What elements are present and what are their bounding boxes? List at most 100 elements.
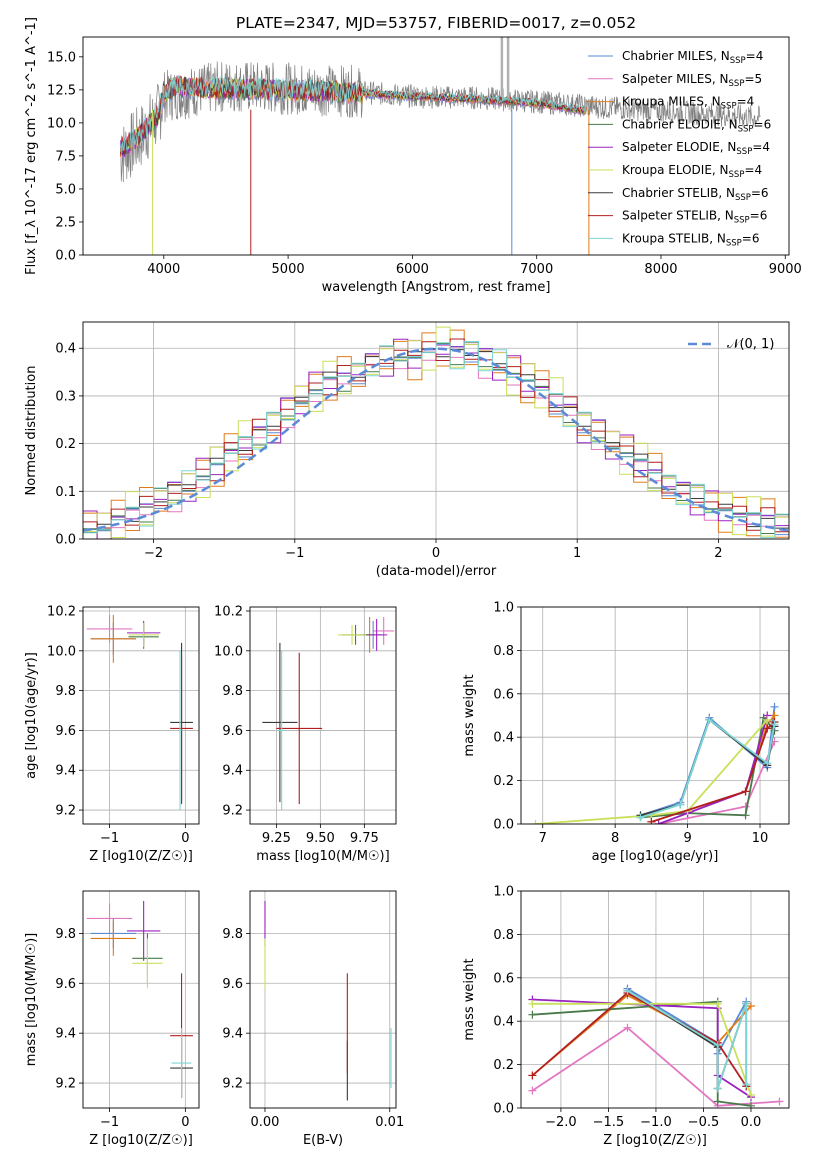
x-tick-label: 9.50 [306, 831, 335, 846]
y-tick-label: 9.8 [55, 927, 76, 942]
legend: Chabrier MILES, NSSP=4 Salpeter MILES, NS… [588, 49, 771, 248]
y-tick-label: 9.8 [55, 684, 76, 699]
y-tick-label: 0.0 [55, 249, 76, 264]
x-tick-label: 6000 [396, 262, 429, 277]
legend-label-salpeter-elodie: Salpeter ELODIE, NSSP=4 [622, 140, 770, 157]
y-axis-label: Flux [f_λ 10^-17 erg cm^-2 s^-1 A^-1] [24, 17, 39, 275]
legend-label-chabrier-stelib: Chabrier STELIB, NSSP=6 [622, 186, 769, 203]
y-tick-label: 9.2 [222, 804, 243, 819]
y-tick-label: 1.0 [493, 601, 514, 616]
y-axis-label: mass weight [462, 674, 477, 756]
series-marker-chabrier-elodie [741, 811, 750, 820]
y-tick-label: 10.2 [214, 604, 243, 619]
legend-label-salpeter-miles: Salpeter MILES, NSSP=5 [622, 72, 762, 89]
plot-frame [249, 606, 397, 825]
plot-frame [82, 321, 790, 540]
y-tick-label: 0.4 [493, 731, 514, 746]
x-tick-label: 7 [539, 831, 547, 846]
series-line-kroupa-elodie [535, 719, 768, 824]
y-tick-label: 0.2 [55, 437, 76, 452]
y-tick-label: 2.5 [55, 215, 76, 230]
y-axis-label: mass [log10(M/M☉)] [24, 933, 39, 1066]
y-axis-label: mass weight [462, 958, 477, 1040]
x-axis-label: wavelength [Angstrom, rest frame] [322, 280, 551, 295]
y-tick-label: 0.2 [493, 774, 514, 789]
x-axis-label: age [log10(age/yr)] [592, 849, 719, 864]
y-tick-label: 12.5 [47, 83, 76, 98]
legend-label-kroupa-stelib: Kroupa STELIB, NSSP=6 [622, 231, 760, 248]
series-line-salpeter-miles [531, 1026, 780, 1107]
series-marker-salpeter-stelib [763, 724, 772, 733]
x-tick-label: 9.75 [350, 831, 379, 846]
model-spectrum-chabrier-stelib [120, 76, 587, 156]
x-tick-label: 7000 [520, 262, 553, 277]
age-vs-z-panel: −1 0 9.2 9.4 9.6 9.8 10.0 10.2 Z [log10(Z/Z☉)] ag… [24, 604, 200, 864]
x-tick-label: 0.00 [250, 1115, 279, 1130]
y-tick-label: 9.4 [55, 764, 76, 779]
x-tick-label: 0 [432, 546, 440, 561]
series-marker-kroupa-stelib [742, 1080, 751, 1089]
y-tick-label: 9.6 [55, 724, 76, 739]
series-marker-kroupa-elodie [531, 820, 540, 824]
x-tick-label: 10 [752, 831, 769, 846]
spectrum-panel: 4000 5000 6000 7000 8000 9000 0.0 2.5 5.0 7.5 10.0… [24, 17, 802, 295]
series-marker-kroupa-stelib [742, 999, 751, 1008]
x-tick-label: 8000 [644, 262, 677, 277]
y-tick-label: 9.6 [222, 724, 243, 739]
series-line-salpeter-elodie [658, 715, 769, 824]
plot-frame [82, 36, 790, 256]
residuals-panel: −2 −1 0 1 2 0.0 0.1 0.2 0.3 0.4 (data-model)/error… [24, 321, 790, 579]
series-marker-kroupa-stelib [623, 986, 632, 995]
model-spectrum-kroupa-stelib [119, 75, 587, 154]
y-tick-label: 9.2 [222, 1077, 243, 1092]
y-tick-label: 0.6 [493, 971, 514, 986]
x-tick-label: −2 [144, 546, 163, 561]
x-tick-label: 2 [714, 546, 722, 561]
y-tick-label: 0.0 [55, 533, 76, 548]
y-tick-label: 9.4 [222, 764, 243, 779]
series-marker-salpeter-elodie [654, 820, 663, 824]
plot-area [83, 326, 789, 539]
y-tick-label: 0.0 [493, 1102, 514, 1117]
y-tick-label: 0.8 [493, 644, 514, 659]
x-tick-label: 0 [181, 831, 189, 846]
series-marker-chabrier-elodie [746, 1101, 755, 1108]
plot-frame [520, 606, 790, 825]
series-marker-salpeter-stelib [647, 817, 656, 824]
x-tick-label: −2.0 [545, 1115, 577, 1130]
series-marker-kroupa-stelib [636, 813, 645, 822]
y-tick-label: 10.2 [47, 604, 76, 619]
plot-area [264, 900, 392, 1101]
x-axis-label: Z [log10(Z/Z☉)] [89, 849, 193, 864]
y-tick-label: 9.4 [55, 1027, 76, 1042]
x-axis-label: mass [log10(M/M☉)] [256, 849, 389, 864]
y-tick-label: 0.3 [55, 389, 76, 404]
y-tick-label: 10.0 [47, 116, 76, 131]
y-tick-label: 7.5 [55, 149, 76, 164]
y-tick-label: 0.4 [493, 1015, 514, 1030]
y-tick-label: 10.0 [47, 644, 76, 659]
series-marker-kroupa-stelib [770, 720, 779, 729]
y-tick-label: 9.2 [55, 804, 76, 819]
y-axis-label: age [log10(age/yr)] [24, 652, 39, 779]
series-marker-salpeter-miles [775, 1097, 784, 1106]
legend-label-salpeter-stelib: Salpeter STELIB, NSSP=6 [622, 209, 767, 226]
x-tick-label: −1 [100, 831, 119, 846]
mass-vs-z-panel: −1 0 9.2 9.4 9.6 9.8 Z [log10(Z/Z☉)] mass [log1… [24, 890, 200, 1148]
x-axis-label: Z [log10(Z/Z☉)] [89, 1133, 193, 1148]
plot-area [119, 37, 761, 255]
x-tick-label: 9.25 [262, 831, 291, 846]
series-marker-salpeter-miles [528, 1086, 537, 1095]
series-marker-kroupa-stelib [763, 759, 772, 768]
x-tick-label: 0.0 [741, 1115, 762, 1130]
y-tick-label: 1.0 [493, 885, 514, 900]
legend-label-kroupa-elodie: Kroupa ELODIE, NSSP=4 [622, 163, 762, 180]
x-tick-label: 1 [573, 546, 581, 561]
mass-weight-vs-age-panel: 7 8 9 10 0.0 0.2 0.4 0.6 0.8 1.0 age [log10(age/yr… [462, 601, 790, 864]
y-tick-label: 0.6 [493, 687, 514, 702]
x-axis-label: (data-model)/error [376, 564, 497, 579]
plot-frame [249, 890, 397, 1109]
legend-label-normal: 𝒩(0, 1) [727, 337, 774, 352]
series-marker-chabrier-miles [770, 702, 779, 711]
x-axis-label: Z [log10(Z/Z☉)] [603, 1133, 707, 1148]
